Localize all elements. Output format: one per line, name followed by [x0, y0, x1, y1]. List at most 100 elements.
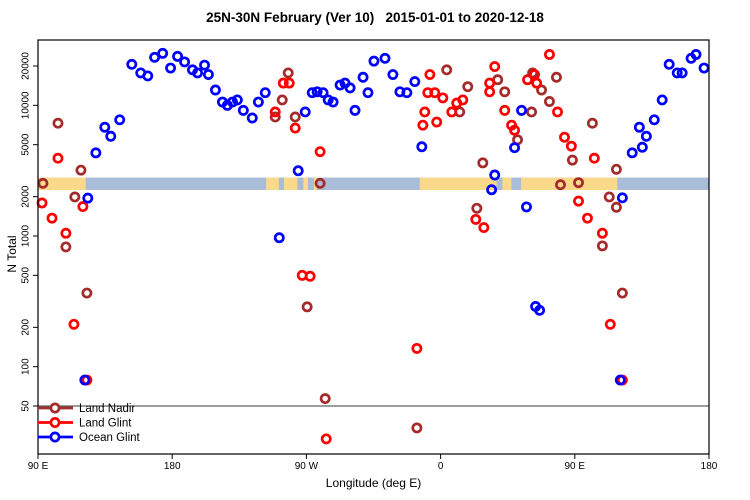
y-tick-label: 500 — [21, 267, 32, 284]
chart-title: 25N-30N February (Ver 10) 2015-01-01 to … — [206, 10, 544, 25]
y-tick-label: 50 — [21, 400, 32, 412]
data-point-land-glint — [499, 104, 511, 116]
data-point-land-glint — [484, 86, 496, 98]
data-point-land-glint — [437, 92, 449, 104]
data-point-land-glint — [582, 212, 593, 224]
data-point-land-nadir — [52, 117, 64, 129]
data-point-ocean-glint — [401, 87, 413, 99]
data-point-ocean-glint — [202, 69, 214, 81]
legend-marker — [49, 402, 61, 414]
data-point-ocean-glint — [82, 192, 94, 204]
data-point-land-nadir — [610, 201, 622, 213]
data-point-land-nadir — [566, 154, 578, 166]
data-point-land-glint — [446, 106, 458, 118]
data-point-ocean-glint — [157, 47, 169, 59]
data-point-land-nadir — [477, 157, 489, 169]
data-point-ocean-glint — [357, 71, 369, 83]
data-point-land-nadir — [462, 81, 474, 93]
data-point-ocean-glint — [344, 82, 356, 94]
data-point-land-nadir — [276, 94, 288, 106]
x-tick-label: 180 — [164, 461, 181, 472]
y-tick-label: 2000 — [21, 185, 32, 208]
data-point-ocean-glint — [379, 52, 391, 64]
data-point-land-nadir — [603, 191, 615, 203]
data-point-ocean-glint — [292, 165, 304, 177]
data-point-land-glint — [417, 119, 429, 131]
data-point-ocean-glint — [90, 147, 102, 159]
data-point-ocean-glint — [273, 232, 285, 244]
data-point-ocean-glint — [509, 142, 521, 154]
data-point-land-glint — [289, 122, 301, 134]
data-point-land-nadir — [471, 202, 483, 214]
data-point-ocean-glint — [663, 58, 675, 70]
data-point-land-nadir — [526, 106, 538, 118]
data-point-land-glint — [283, 77, 295, 89]
data-point-ocean-glint — [237, 104, 249, 116]
y-tick-label: 100 — [21, 358, 32, 375]
data-point-land-nadir — [586, 117, 598, 129]
data-point-land-nadir — [616, 287, 628, 299]
data-point-ocean-glint — [416, 141, 428, 153]
data-point-ocean-glint — [99, 121, 111, 133]
data-point-ocean-glint — [311, 86, 323, 98]
data-point-ocean-glint — [362, 87, 374, 99]
data-point-land-glint — [424, 69, 436, 81]
data-point-ocean-glint — [252, 96, 264, 108]
data-point-land-glint — [52, 152, 64, 164]
map-band-land — [266, 177, 279, 190]
data-point-ocean-glint — [105, 130, 117, 142]
data-point-ocean-glint — [489, 169, 501, 181]
data-point-ocean-glint — [636, 141, 648, 153]
data-point-ocean-glint — [521, 201, 532, 213]
map-band-land — [502, 177, 512, 190]
data-point-land-glint — [429, 87, 441, 99]
data-point-ocean-glint — [698, 62, 710, 74]
data-point-land-glint — [431, 116, 443, 128]
data-point-land-glint — [509, 124, 521, 136]
data-point-land-nadir — [610, 163, 622, 175]
map-band-land — [38, 177, 86, 190]
data-point-ocean-glint — [192, 67, 203, 79]
data-point-ocean-glint — [690, 49, 702, 60]
data-point-ocean-glint — [327, 96, 339, 108]
data-point-land-glint — [478, 222, 490, 234]
x-tick-label: 180 — [701, 461, 718, 472]
data-point-land-nadir — [536, 84, 547, 96]
data-point-ocean-glint — [306, 87, 318, 99]
data-point-land-nadir — [60, 241, 72, 253]
data-point-land-glint — [565, 140, 577, 152]
data-point-land-glint — [604, 318, 616, 330]
data-point-land-glint — [36, 197, 48, 209]
data-point-ocean-glint — [317, 87, 329, 99]
data-point-land-nadir — [411, 422, 423, 434]
data-point-ocean-glint — [656, 94, 668, 106]
data-point-land-glint — [544, 49, 555, 60]
data-point-land-nadir — [269, 111, 281, 123]
data-point-land-glint — [484, 77, 496, 89]
data-point-ocean-glint — [671, 67, 683, 79]
data-point-land-glint — [522, 74, 533, 86]
data-point-ocean-glint — [516, 104, 528, 116]
data-point-ocean-glint — [149, 51, 161, 63]
map-band-land — [419, 177, 497, 190]
data-point-ocean-glint — [79, 374, 91, 386]
data-point-ocean-glint — [126, 58, 138, 70]
data-point-land-glint — [559, 131, 570, 143]
data-point-land-glint — [277, 77, 289, 89]
legend-label: Ocean Glint — [79, 432, 141, 444]
data-point-ocean-glint — [165, 62, 177, 74]
data-point-land-glint — [314, 146, 326, 158]
data-point-land-glint — [77, 201, 89, 213]
data-point-ocean-glint — [349, 104, 361, 116]
data-point-land-nadir — [544, 96, 555, 107]
data-point-ocean-glint — [114, 114, 126, 126]
data-point-land-nadir — [301, 301, 313, 313]
data-point-land-glint — [68, 318, 80, 330]
y-tick-label: 5000 — [21, 133, 32, 156]
y-tick-label: 20000 — [21, 52, 32, 80]
data-point-ocean-glint — [626, 147, 638, 159]
data-point-ocean-glint — [648, 114, 660, 126]
data-point-ocean-glint — [616, 192, 628, 204]
data-point-land-nadir — [81, 287, 93, 299]
